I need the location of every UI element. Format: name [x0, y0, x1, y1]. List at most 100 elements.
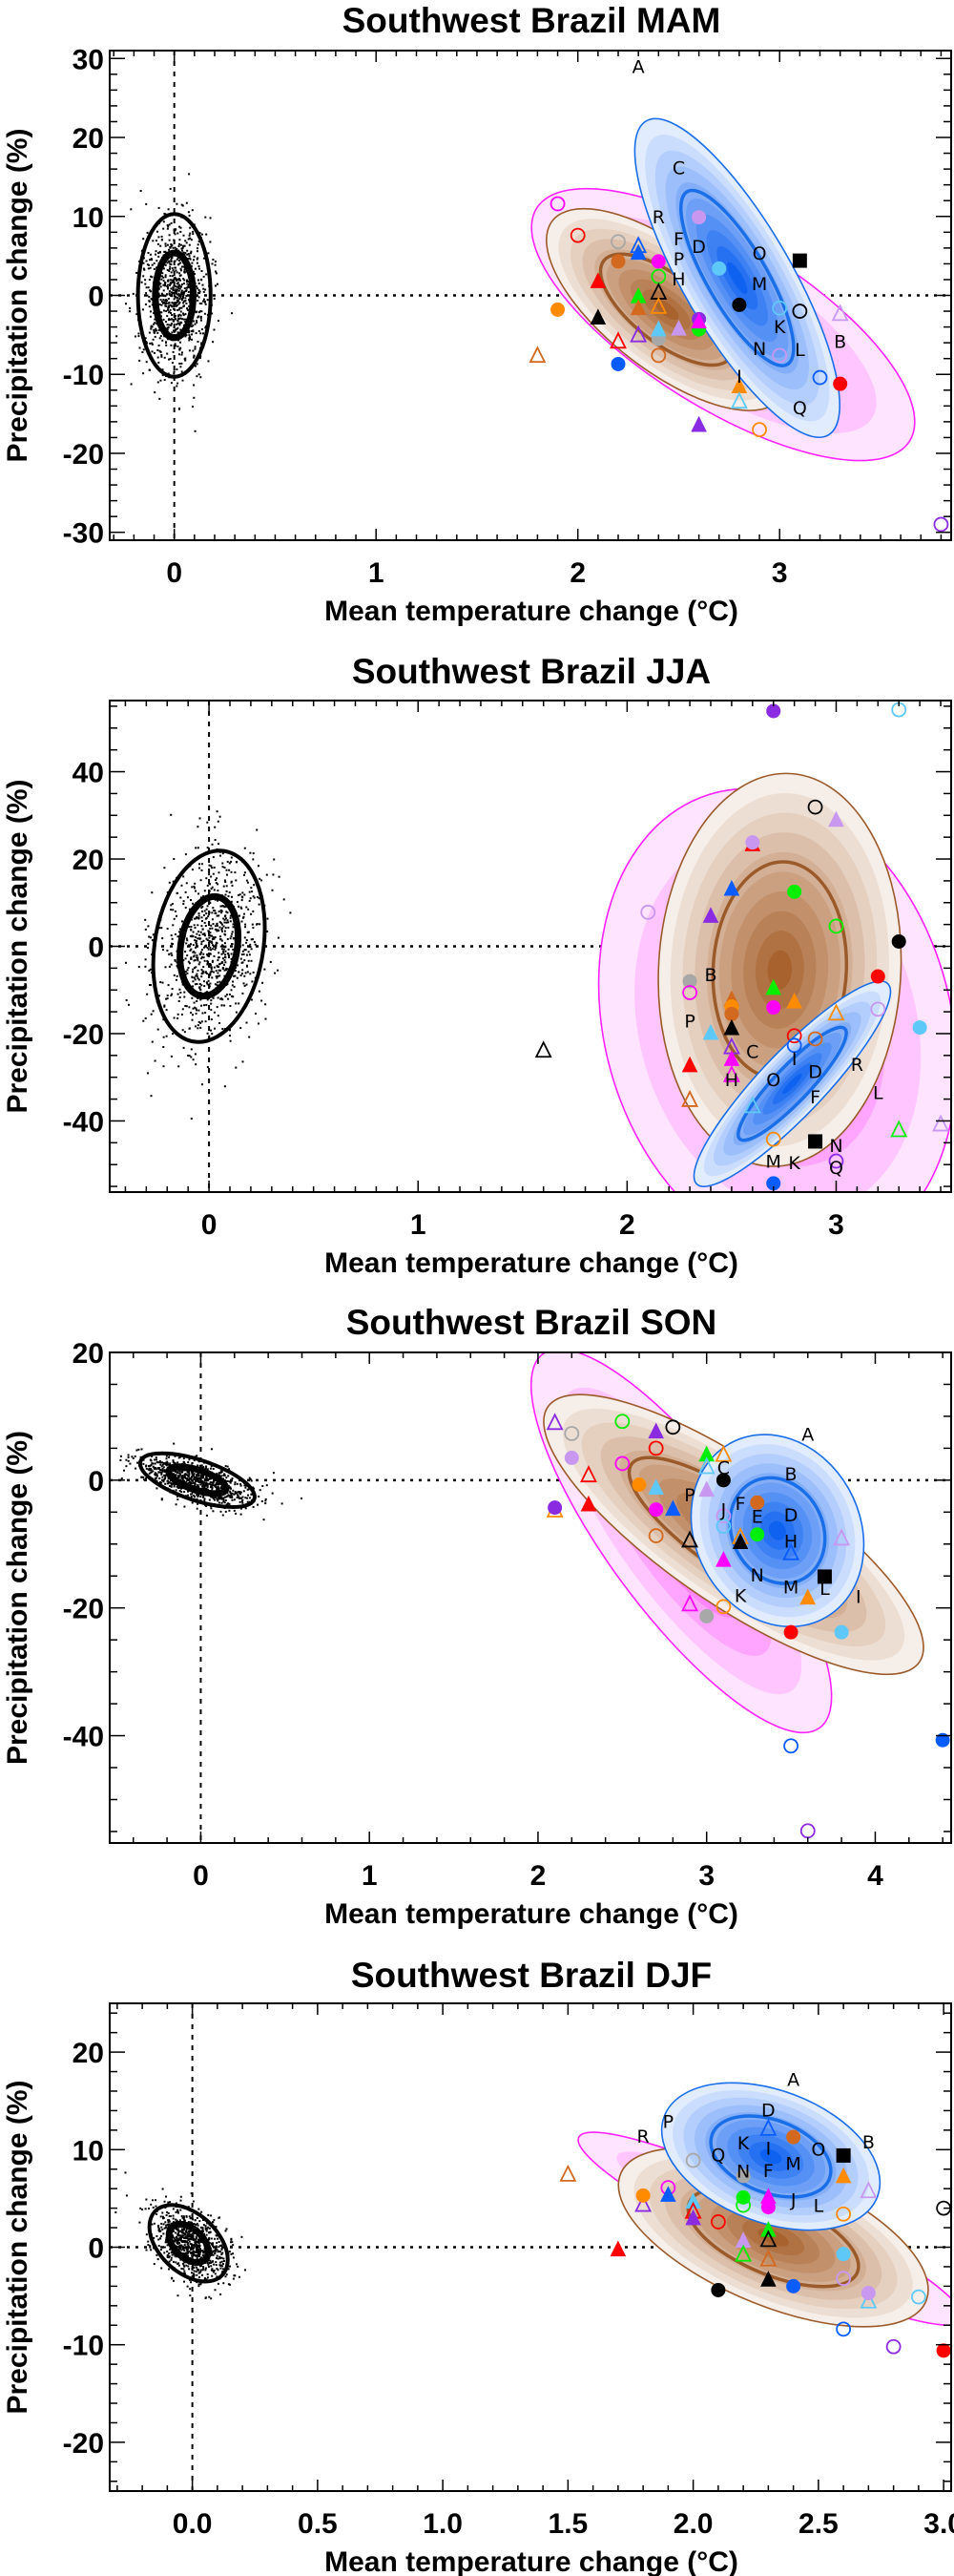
control-point	[160, 1481, 163, 1484]
control-point	[181, 1008, 184, 1011]
control-point	[213, 971, 215, 974]
control-point	[217, 974, 219, 977]
control-point	[218, 914, 220, 917]
control-point	[203, 2251, 205, 2253]
control-point	[195, 2224, 197, 2227]
control-point	[201, 2230, 204, 2232]
control-point	[197, 931, 200, 932]
triangle-marker-magenta	[691, 312, 707, 329]
control-point	[195, 974, 197, 977]
control-point	[260, 999, 263, 1002]
control-point	[174, 308, 176, 311]
control-point	[170, 287, 173, 290]
control-point	[182, 2240, 185, 2243]
control-point	[179, 2236, 182, 2239]
control-point	[174, 296, 176, 299]
circle-marker-black	[732, 297, 747, 312]
control-point	[192, 1471, 194, 1474]
square-marker-black	[792, 253, 807, 268]
control-point	[170, 259, 173, 262]
control-point	[220, 1471, 223, 1474]
open-circle-marker-plum	[716, 1508, 732, 1524]
control-point	[243, 871, 246, 874]
control-point	[176, 285, 178, 288]
control-point	[171, 2277, 174, 2280]
control-point	[166, 2223, 169, 2226]
control-point	[203, 1497, 206, 1500]
open-circle-marker-red	[710, 2214, 726, 2230]
control-point	[161, 275, 163, 278]
circle-marker-red	[833, 376, 848, 391]
control-point	[212, 1510, 215, 1513]
control-point	[179, 928, 181, 931]
control-point	[210, 1465, 213, 1468]
control-point	[160, 292, 163, 295]
control-point	[218, 2261, 221, 2264]
control-point	[186, 896, 189, 899]
control-point	[237, 2265, 239, 2268]
control-point	[128, 1003, 130, 1006]
control-point	[213, 297, 216, 300]
control-point	[191, 1482, 193, 1485]
x-axis-label: Mean temperature change (°C)	[324, 596, 738, 627]
control-point	[214, 983, 217, 986]
control-point	[173, 1016, 176, 1019]
control-point	[239, 1484, 242, 1487]
control-point	[185, 318, 187, 321]
control-point	[201, 1012, 204, 1015]
control-point	[171, 903, 174, 905]
control-point	[172, 1460, 175, 1463]
triangle-marker-orange	[786, 992, 802, 1009]
control-point	[170, 221, 173, 224]
control-point	[252, 895, 255, 898]
control-point	[184, 359, 187, 362]
control-point	[241, 1498, 244, 1501]
control-point	[162, 267, 165, 270]
control-point	[197, 2224, 199, 2227]
control-point	[176, 308, 179, 311]
control-point	[172, 279, 175, 282]
control-point	[225, 967, 228, 970]
control-point	[193, 2252, 195, 2255]
control-point	[216, 942, 218, 945]
circle-marker-purple	[548, 1500, 563, 1516]
control-point	[193, 356, 196, 359]
open-triangle-marker-purple	[546, 1413, 564, 1431]
control-point	[196, 983, 198, 985]
model-letter-label: P	[684, 1485, 695, 1506]
control-point	[218, 1482, 220, 1485]
control-point	[185, 1480, 188, 1483]
open-circle-marker-orange	[752, 422, 767, 438]
control-point	[165, 1464, 168, 1467]
control-point	[210, 2253, 213, 2256]
control-point	[170, 2256, 173, 2259]
control-point	[200, 342, 203, 345]
control-point	[193, 2273, 196, 2276]
control-point	[172, 319, 175, 321]
open-circle-marker-plum	[772, 347, 788, 364]
open-circle-marker-magenta	[550, 196, 566, 212]
control-point	[255, 1013, 257, 1015]
control-point	[217, 924, 218, 927]
control-point	[179, 321, 182, 324]
y-tick-label: 10	[73, 202, 104, 234]
control-point	[202, 1466, 205, 1469]
control-point	[173, 1484, 176, 1487]
control-point	[197, 847, 199, 849]
control-point	[185, 289, 188, 292]
control-point	[105, 318, 107, 320]
control-point	[234, 970, 237, 973]
control-point	[157, 1471, 160, 1474]
control-point	[210, 964, 212, 967]
control-point	[157, 361, 160, 364]
control-point	[174, 302, 176, 304]
control-point	[243, 959, 246, 962]
control-point	[185, 334, 188, 337]
control-point	[221, 905, 224, 908]
control-point	[186, 2233, 189, 2236]
y-tick-label: 0	[88, 2233, 104, 2265]
control-point	[224, 905, 227, 908]
control-point	[198, 863, 200, 866]
control-point	[193, 924, 196, 927]
